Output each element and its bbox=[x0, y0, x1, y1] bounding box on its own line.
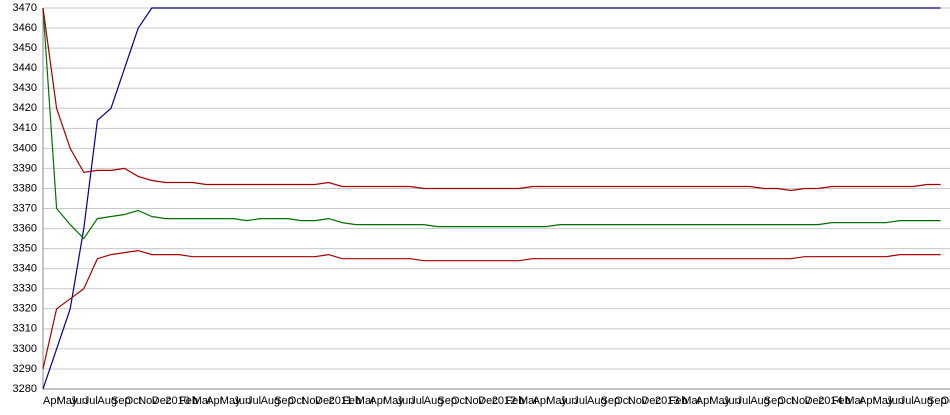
series-line bbox=[42, 7, 941, 192]
x-tick-label: Nov bbox=[791, 395, 811, 407]
y-tick-label: 3290 bbox=[13, 363, 37, 375]
y-tick-label: 3360 bbox=[13, 222, 37, 234]
x-tick-label: Oct bbox=[125, 395, 142, 407]
x-tick-label: Aug bbox=[261, 395, 281, 407]
x-tick-label: Nov bbox=[138, 395, 158, 407]
x-tick-label: Dec bbox=[315, 395, 335, 407]
x-tick-label: Oct bbox=[941, 395, 950, 407]
x-tick-label: Jul bbox=[900, 395, 914, 407]
x-tick-label: May bbox=[57, 395, 78, 407]
y-tick-label: 3410 bbox=[13, 122, 37, 134]
x-tick-label: Aug bbox=[587, 395, 607, 407]
y-tick-label: 3320 bbox=[13, 303, 37, 315]
x-tick-label: Sep bbox=[764, 395, 784, 407]
x-tick-label: Oct bbox=[288, 395, 305, 407]
x-tick-label: Mar bbox=[519, 395, 538, 407]
y-tick-label: 3380 bbox=[13, 182, 37, 194]
x-tick-label: Nov bbox=[628, 395, 648, 407]
x-tick-label: Mar bbox=[356, 395, 375, 407]
x-tick-label: Feb bbox=[179, 395, 198, 407]
x-tick-label: Sep bbox=[274, 395, 294, 407]
y-tick-label: 3400 bbox=[13, 142, 37, 154]
x-tick-label: Nov bbox=[301, 395, 321, 407]
x-tick-label: 2012 bbox=[492, 395, 516, 407]
x-tick-label: 2013 bbox=[655, 395, 679, 407]
y-tick-label: 3440 bbox=[13, 62, 37, 74]
x-tick-label: 2014 bbox=[818, 395, 842, 407]
x-tick-label: Jun bbox=[560, 395, 578, 407]
x-tick-label: Feb bbox=[669, 395, 688, 407]
x-tick-label: Apr bbox=[859, 395, 876, 407]
x-tick-label: Mar bbox=[682, 395, 701, 407]
x-tick-label: Jun bbox=[723, 395, 741, 407]
series-line bbox=[42, 249, 941, 370]
x-tick-label: May bbox=[546, 395, 567, 407]
y-tick-label: 3300 bbox=[13, 343, 37, 355]
y-tick-label: 3370 bbox=[13, 202, 37, 214]
x-tick-label: Feb bbox=[505, 395, 524, 407]
x-tick-label: Oct bbox=[614, 395, 631, 407]
x-tick-label: Jul bbox=[737, 395, 751, 407]
x-tick-label: Mar bbox=[193, 395, 212, 407]
y-tick-label: 3430 bbox=[13, 82, 37, 94]
x-tick-label: Oct bbox=[777, 395, 794, 407]
x-tick-label: Jul bbox=[84, 395, 98, 407]
y-tick-label: 3420 bbox=[13, 102, 37, 114]
y-tick-label: 3350 bbox=[13, 243, 37, 255]
x-tick-label: 2011 bbox=[329, 395, 353, 407]
y-tick-label: 3390 bbox=[13, 162, 37, 174]
x-tick-label: Aug bbox=[750, 395, 770, 407]
x-tick-label: Dec bbox=[641, 395, 661, 407]
y-tick-label: 3450 bbox=[13, 42, 37, 54]
x-tick-label: Apr bbox=[696, 395, 713, 407]
x-tick-label: Feb bbox=[832, 395, 851, 407]
x-tick-label: Aug bbox=[97, 395, 117, 407]
x-tick-label: Aug bbox=[913, 395, 933, 407]
x-tick-label: Feb bbox=[342, 395, 361, 407]
x-tick-label: Sep bbox=[437, 395, 457, 407]
x-tick-label: Sep bbox=[601, 395, 621, 407]
y-tick-label: 3460 bbox=[13, 22, 37, 34]
x-tick-label: Apr bbox=[533, 395, 550, 407]
x-tick-label: May bbox=[220, 395, 241, 407]
x-tick-label: Jun bbox=[233, 395, 251, 407]
series-line bbox=[42, 7, 941, 390]
y-tick-label: 3470 bbox=[13, 2, 37, 14]
x-tick-label: Jul bbox=[247, 395, 261, 407]
x-tick-label: Dec bbox=[478, 395, 498, 407]
x-tick-label: Dec bbox=[152, 395, 172, 407]
y-tick-label: 3330 bbox=[13, 283, 37, 295]
x-tick-label: Apr bbox=[206, 395, 223, 407]
x-tick-label: Dec bbox=[805, 395, 825, 407]
x-tick-label: Jun bbox=[397, 395, 415, 407]
x-tick-label: Aug bbox=[424, 395, 444, 407]
y-tick-label: 3310 bbox=[13, 323, 37, 335]
x-tick-label: May bbox=[873, 395, 894, 407]
x-tick-label: Jun bbox=[70, 395, 88, 407]
x-tick-label: Jul bbox=[410, 395, 424, 407]
x-tick-label: Oct bbox=[451, 395, 468, 407]
x-tick-label: Jun bbox=[886, 395, 904, 407]
x-tick-label: Nov bbox=[465, 395, 485, 407]
y-tick-label: 3280 bbox=[13, 383, 37, 395]
x-tick-label: Jul bbox=[573, 395, 587, 407]
x-tick-label: Mar bbox=[845, 395, 864, 407]
y-tick-label: 3340 bbox=[13, 263, 37, 275]
x-tick-label: Sep bbox=[927, 395, 947, 407]
x-tick-label: May bbox=[709, 395, 730, 407]
x-tick-label: May bbox=[383, 395, 404, 407]
series-line bbox=[42, 7, 941, 240]
x-tick-label: Apr bbox=[369, 395, 386, 407]
x-tick-label: Sep bbox=[111, 395, 131, 407]
x-tick-label: Apr bbox=[43, 395, 60, 407]
x-tick-label: 2010 bbox=[165, 395, 189, 407]
